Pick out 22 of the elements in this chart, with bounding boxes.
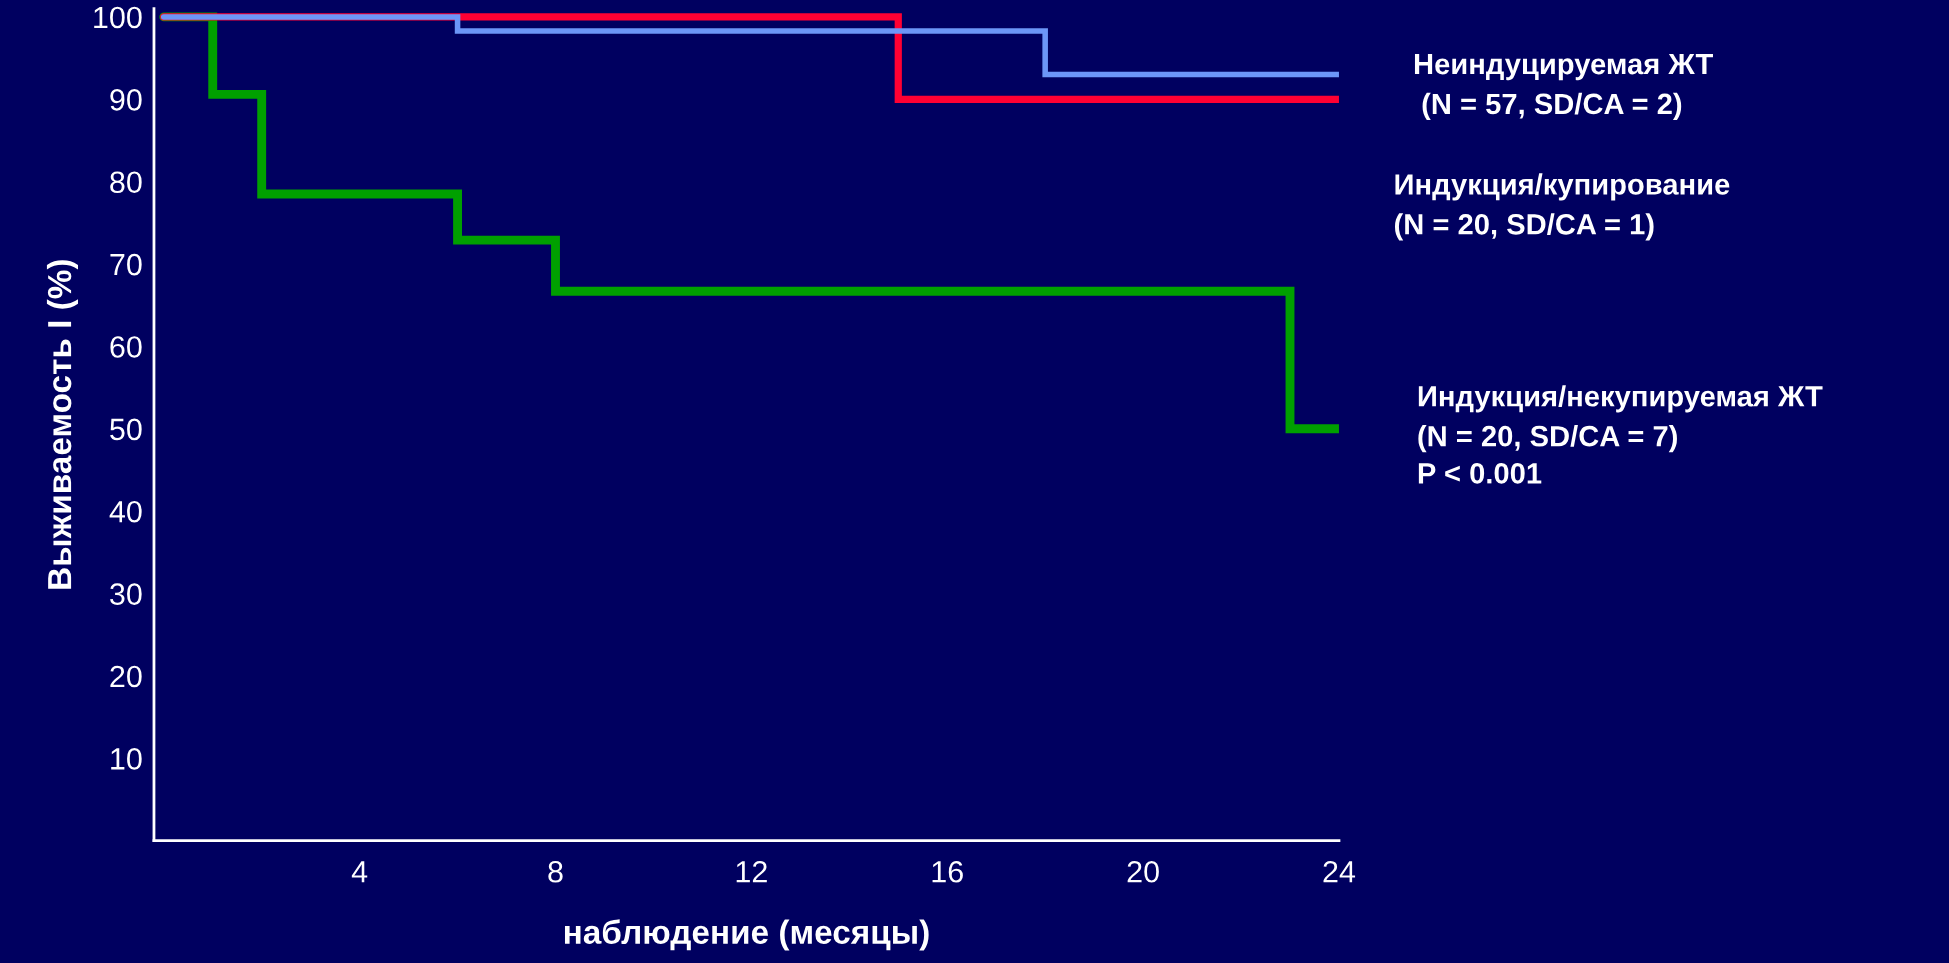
x-axis-title: наблюдение (месяцы) [564,919,929,951]
text: Неиндуцируемая ЖТ (N = 57, SD/CA = 2) [1414,54,1713,121]
y-tick-label: 30 [110,583,142,605]
text: P < 0.001 [1418,463,1542,484]
y-tick-label: 100 [94,6,142,29]
x-tick-label: 12 [736,860,767,883]
y-tick-label: 10 [111,748,142,770]
text: Индукция/некупируемая ЖТ (N = 20, SD/CA = 7) [1418,385,1823,453]
y-tick-label: 70 [110,253,142,276]
x-tick-label: 20 [1127,860,1159,883]
text: Индукция/купирование (N = 20, SD/CA = 1) [1394,173,1730,241]
x-tick-label: 8 [548,860,563,883]
y-axis-title: Выживаемость I (%) [46,260,78,589]
y-tick-label: 20 [110,665,142,688]
x-tick-label: 24 [1323,860,1356,883]
y-tick-label: 90 [110,89,142,111]
x-tick-label: 16 [932,860,963,883]
y-tick-label: 50 [110,418,142,441]
y-tick-label: 80 [110,171,142,194]
y-tick-label: 60 [110,336,142,358]
x-tick-label: 4 [351,861,368,883]
y-tick-label: 40 [109,500,142,523]
